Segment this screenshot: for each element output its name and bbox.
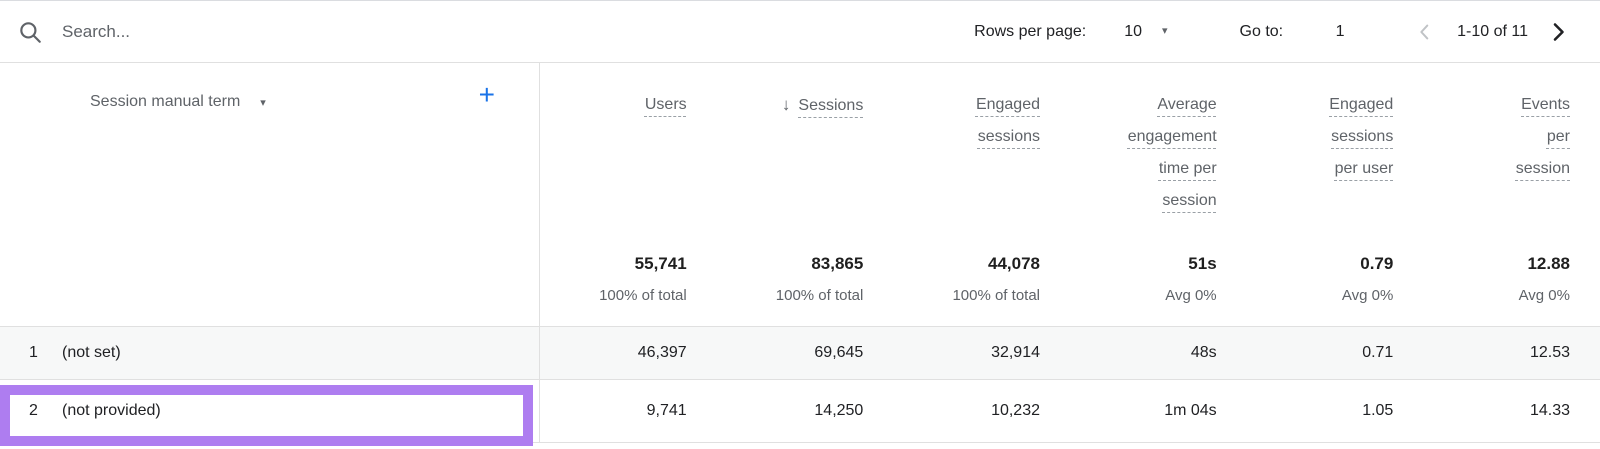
totals-subtext: 100% of total: [952, 287, 1040, 304]
totals-subtext: Avg 0%: [1518, 287, 1570, 304]
column-label: Engaged sessions: [975, 96, 1040, 145]
pagination-controls: Rows per page: 10 ▾ Go to: 1-10 of 11: [974, 18, 1572, 46]
cell-engaged-sessions-per-user: 0.71: [1362, 344, 1394, 361]
totals-value: 83,865: [811, 254, 864, 273]
cell-avg-engagement-time: 48s: [1190, 344, 1217, 361]
search-input[interactable]: [62, 21, 482, 42]
totals-subtext: Avg 0%: [1341, 287, 1394, 304]
totals-value: 51s: [1188, 254, 1217, 273]
dimension-name: Session manual term: [90, 93, 241, 110]
column-header-sessions[interactable]: ↓ Sessions: [717, 63, 894, 254]
cell-events-per-session: 12.53: [1529, 344, 1570, 361]
cell-users: 46,397: [637, 344, 687, 361]
cell-sessions: 69,645: [814, 344, 864, 361]
go-to-label: Go to:: [1239, 22, 1284, 40]
cell-engaged-sessions: 32,914: [991, 344, 1040, 361]
chevron-left-icon: [1420, 24, 1429, 39]
row-dimension-cell: 1 (not set): [0, 327, 540, 379]
totals-cell-engaged-sessions-per-user: 0.79 Avg 0%: [1247, 254, 1424, 326]
row-dimension-cell: 2 (not provided): [0, 380, 540, 442]
totals-value: 44,078: [988, 254, 1040, 273]
row-term: (not provided): [62, 402, 161, 419]
column-header-avg-engagement-time[interactable]: Average engagement time per session: [1070, 63, 1247, 254]
rows-per-page-label: Rows per page:: [974, 22, 1087, 40]
column-header-engaged-sessions-per-user[interactable]: Engaged sessions per user: [1247, 63, 1424, 254]
cell-events-per-session: 14.33: [1529, 402, 1570, 419]
row-index: 2: [29, 402, 38, 419]
column-label: Users: [644, 96, 687, 113]
add-dimension-button[interactable]: +: [478, 79, 495, 110]
table-row: 1 (not set) 46,397 69,645 32,914 48s 0.7…: [0, 327, 1600, 380]
totals-cell-engaged-sessions: 44,078 100% of total: [893, 254, 1070, 326]
cell-avg-engagement-time: 1m 04s: [1164, 402, 1217, 419]
column-label: Events per session: [1515, 96, 1570, 177]
pager: 1-10 of 11: [1411, 18, 1572, 46]
row-term: (not set): [62, 344, 121, 361]
cell-users: 9,741: [646, 402, 687, 419]
previous-page-button[interactable]: [1411, 18, 1439, 46]
cell-engaged-sessions: 10,232: [991, 402, 1040, 419]
totals-value: 0.79: [1360, 254, 1394, 273]
cell-sessions: 14,250: [814, 402, 864, 419]
totals-value: 12.88: [1527, 254, 1570, 273]
row-index: 1: [29, 344, 38, 361]
table-header-section: Session manual term ▾ + Users ↓ Sessions E…: [0, 63, 1600, 327]
totals-cell-users: 55,741 100% of total: [540, 254, 717, 326]
chevron-down-icon: ▾: [260, 97, 266, 109]
rows-per-page-select[interactable]: 10 ▾: [1124, 23, 1167, 41]
search-icon[interactable]: [16, 18, 44, 46]
totals-subtext: 100% of total: [599, 287, 687, 304]
dimension-selector[interactable]: Session manual term ▾: [90, 93, 266, 111]
sort-descending-icon: ↓: [781, 95, 791, 114]
totals-subtext: Avg 0%: [1165, 287, 1217, 304]
next-page-button[interactable]: [1544, 18, 1572, 46]
chevron-down-icon: ▾: [1162, 25, 1168, 37]
table-toolbar: Rows per page: 10 ▾ Go to: 1-10 of 11: [0, 1, 1600, 63]
column-label: Engaged sessions per user: [1329, 96, 1394, 177]
pagination-range: 1-10 of 11: [1457, 22, 1528, 40]
totals-cell-avg-engagement-time: 51s Avg 0%: [1070, 254, 1247, 326]
cell-engaged-sessions-per-user: 1.05: [1362, 402, 1394, 419]
dimension-header-cell: Session manual term ▾ +: [0, 63, 540, 254]
totals-cell-events-per-session: 12.88 Avg 0%: [1423, 254, 1600, 326]
column-label: Average engagement time per session: [1127, 96, 1217, 209]
totals-cell-sessions: 83,865 100% of total: [717, 254, 894, 326]
totals-subtext: 100% of total: [775, 287, 864, 304]
column-header-engaged-sessions[interactable]: Engaged sessions: [893, 63, 1070, 254]
column-header-events-per-session[interactable]: Events per session: [1423, 63, 1600, 254]
totals-dimension-cell: [0, 254, 540, 326]
search-box: [16, 18, 482, 46]
go-to-page-input[interactable]: [1317, 22, 1364, 41]
chevron-right-icon: [1553, 22, 1564, 41]
rows-per-page-value: 10: [1124, 22, 1143, 40]
column-header-users[interactable]: Users: [540, 63, 717, 254]
column-label: Sessions: [798, 97, 864, 114]
totals-value: 55,741: [634, 254, 687, 273]
table-row: 2 (not provided) 9,741 14,250 10,232 1m …: [0, 380, 1600, 443]
